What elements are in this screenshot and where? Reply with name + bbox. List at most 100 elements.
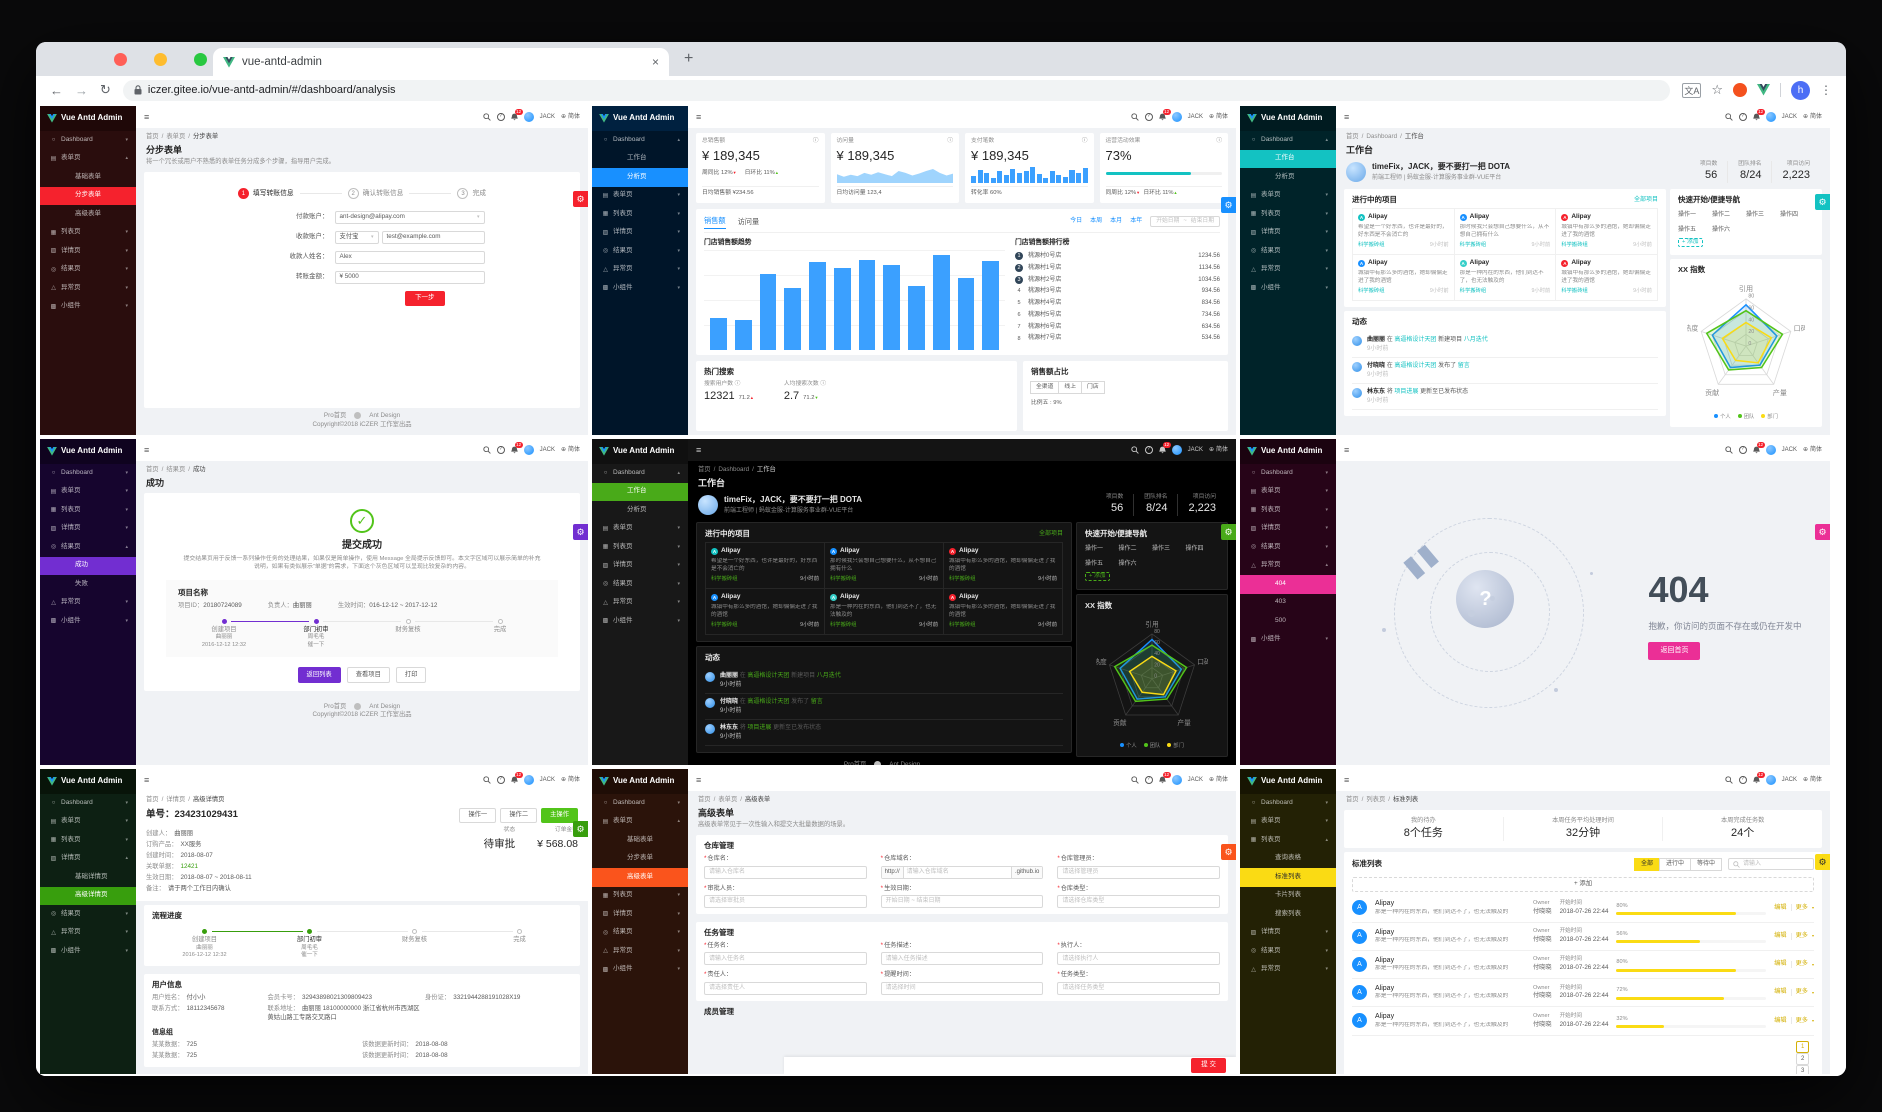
user-avatar[interactable] bbox=[1171, 775, 1182, 785]
add-op-button[interactable]: + 添加 bbox=[1678, 237, 1703, 248]
page-number[interactable]: 3 bbox=[1796, 1064, 1809, 1074]
sidebar-item[interactable]: 搜索列表 bbox=[1240, 905, 1336, 924]
collapse-menu-icon[interactable]: ≡ bbox=[696, 111, 702, 122]
feed-project-link[interactable]: 高逼格设计天团 bbox=[1394, 362, 1437, 369]
team-link[interactable]: 科学搬砖组 bbox=[949, 622, 976, 629]
team-link[interactable]: 科学搬砖组 bbox=[1459, 288, 1487, 295]
sidebar-item[interactable]: ▨ 详情页 ▾ bbox=[592, 905, 688, 924]
task-title[interactable]: Alipay bbox=[1375, 985, 1395, 993]
sidebar-item[interactable]: ▤ 表单页 ▴ bbox=[592, 813, 688, 832]
question-icon[interactable]: ? bbox=[1738, 776, 1747, 784]
info-icon[interactable]: ⓘ bbox=[1216, 138, 1222, 144]
sidebar-item[interactable]: △ 异常页 ▾ bbox=[40, 924, 136, 943]
sidebar-item[interactable]: ▩ 小组件 ▾ bbox=[1240, 279, 1336, 298]
range-today[interactable]: 今日 bbox=[1070, 218, 1083, 225]
project-card[interactable]: A Alipay 那时候我只会想自己想要什么，从不想自己拥有什么 科学搬砖组 9小时… bbox=[825, 543, 944, 590]
language-switcher[interactable]: ⊕ 简体 bbox=[1208, 776, 1228, 783]
team-link[interactable]: 科学搬砖组 bbox=[949, 576, 976, 583]
legend-item[interactable]: 团队 bbox=[1143, 742, 1160, 750]
sidebar-item[interactable]: ▦ 列表页 ▾ bbox=[40, 501, 136, 520]
language-switcher[interactable]: ⊕ 简体 bbox=[1802, 776, 1822, 783]
sidebar-item[interactable]: ▤ 表单页 ▾ bbox=[592, 520, 688, 539]
tab-visits[interactable]: 访问量 bbox=[737, 216, 760, 226]
sidebar-item[interactable]: ▤ 表单页 ▾ bbox=[592, 187, 688, 206]
team-link[interactable]: 科学搬砖组 bbox=[1358, 242, 1385, 249]
info-icon[interactable]: ⓘ bbox=[734, 381, 741, 388]
footer-home-link[interactable]: Pro首页 bbox=[323, 702, 347, 710]
more-link[interactable]: 更多 bbox=[1795, 903, 1808, 911]
sidebar-item[interactable]: ◎ 结果页 ▾ bbox=[592, 242, 688, 261]
range-year[interactable]: 本年 bbox=[1130, 218, 1143, 225]
user-avatar[interactable] bbox=[523, 112, 534, 122]
search-icon[interactable] bbox=[1724, 776, 1733, 784]
sidebar-item[interactable]: 404 bbox=[1240, 575, 1336, 594]
bell-icon[interactable]: 12 bbox=[510, 109, 523, 121]
theme-settings-button[interactable]: ⚙ bbox=[1815, 854, 1830, 870]
tab-close-icon[interactable]: × bbox=[651, 55, 659, 69]
range-month[interactable]: 本月 bbox=[1110, 218, 1123, 225]
sidebar-item[interactable]: ▦ 列表页 ▾ bbox=[40, 224, 136, 243]
feed-object-link[interactable]: 留言 bbox=[810, 698, 823, 705]
sidebar-item[interactable]: △ 异常页 ▾ bbox=[592, 261, 688, 280]
bell-icon[interactable]: 12 bbox=[510, 772, 523, 784]
project-card[interactable]: A Alipay 那时候我只会想自己想要什么，从不想自己拥有什么 科学搬砖组 9小时… bbox=[1454, 209, 1557, 256]
more-link[interactable]: 更多 bbox=[1795, 931, 1808, 939]
quick-op-link[interactable]: 操作六 bbox=[1712, 226, 1731, 233]
user-avatar[interactable] bbox=[1171, 445, 1182, 455]
quick-op-link[interactable]: 操作四 bbox=[1780, 212, 1799, 219]
project-card[interactable]: A Alipay 城镇中有那么多的酒馆，她却偏偏走进了我的酒馆 科学搬砖组 9小时前 bbox=[1556, 209, 1658, 256]
field-control[interactable]: 请选择责任人 bbox=[704, 981, 867, 995]
more-link[interactable]: 更多 bbox=[1795, 1016, 1808, 1024]
app-logo[interactable]: Vue Antd Admin bbox=[40, 769, 136, 794]
quick-op-link[interactable]: 操作四 bbox=[1185, 546, 1204, 553]
action-one-button[interactable]: 操作一 bbox=[459, 807, 497, 823]
sidebar-item[interactable]: ▦ 列表页 ▾ bbox=[40, 831, 136, 850]
search-icon[interactable] bbox=[1724, 113, 1733, 121]
sidebar-item[interactable]: 查询表格 bbox=[1240, 850, 1336, 869]
task-title[interactable]: Alipay bbox=[1375, 956, 1395, 964]
maximize-window-button[interactable] bbox=[194, 53, 207, 66]
sidebar-item[interactable]: △ 异常页 ▾ bbox=[40, 279, 136, 298]
sidebar-item[interactable]: ◎ 结果页 ▾ bbox=[592, 924, 688, 943]
language-switcher[interactable]: ⊕ 简体 bbox=[560, 113, 580, 120]
sidebar-item[interactable]: ▩ 小组件 ▾ bbox=[592, 612, 688, 631]
sidebar-item[interactable]: ◎ 结果页 ▾ bbox=[40, 261, 136, 280]
bell-icon[interactable]: 12 bbox=[1752, 442, 1765, 454]
feed-project-link[interactable]: 项目进展 bbox=[1394, 388, 1419, 395]
sidebar-item[interactable]: ▨ 详情页 ▾ bbox=[40, 520, 136, 539]
team-link[interactable]: 科学搬砖组 bbox=[1561, 242, 1588, 249]
question-icon[interactable]: ? bbox=[1144, 113, 1153, 121]
sidebar-item[interactable]: ▨ 详情页 ▾ bbox=[1240, 520, 1336, 539]
sidebar-item[interactable]: ▤ 表单页 ▾ bbox=[40, 813, 136, 832]
app-logo[interactable]: Vue Antd Admin bbox=[40, 439, 136, 464]
question-icon[interactable]: ? bbox=[1144, 446, 1153, 454]
project-card[interactable]: A Alipay 那是一种内在的东西，他们到达不了，也无法触及的 科学搬砖组 9小时… bbox=[1454, 255, 1557, 302]
bell-icon[interactable]: 12 bbox=[1752, 772, 1765, 784]
sidebar-item[interactable]: ▤ 表单页 ▾ bbox=[1240, 813, 1336, 832]
quick-op-link[interactable]: 操作三 bbox=[1152, 546, 1171, 553]
bell-icon[interactable]: 12 bbox=[1158, 442, 1171, 454]
action-two-button[interactable]: 操作二 bbox=[500, 807, 538, 823]
amount-input[interactable]: ¥ 5000 bbox=[334, 271, 485, 285]
field-control[interactable]: 请选择管理员 bbox=[1057, 865, 1220, 879]
search-icon[interactable] bbox=[1130, 776, 1139, 784]
range-week[interactable]: 本周 bbox=[1090, 218, 1103, 225]
app-logo[interactable]: Vue Antd Admin bbox=[592, 769, 688, 794]
search-icon[interactable] bbox=[1130, 446, 1139, 454]
footer-ant-link[interactable]: Ant Design bbox=[369, 412, 401, 419]
sidebar-item[interactable]: ▤ 表单页 ▾ bbox=[40, 483, 136, 502]
user-avatar[interactable] bbox=[523, 445, 534, 455]
more-link[interactable]: 更多 bbox=[1795, 988, 1808, 996]
collapse-menu-icon[interactable]: ≡ bbox=[144, 444, 150, 455]
quick-op-link[interactable]: 操作三 bbox=[1746, 212, 1765, 219]
back-to-list-button[interactable]: 返回列表 bbox=[297, 667, 341, 683]
sidebar-item[interactable]: 分析页 bbox=[592, 501, 688, 520]
github-icon[interactable] bbox=[354, 411, 362, 419]
sidebar-item[interactable]: 高级表单 bbox=[592, 868, 688, 887]
bookmark-star-icon[interactable]: ☆ bbox=[1711, 82, 1723, 97]
sidebar-item[interactable]: ▩ 小组件 ▾ bbox=[592, 279, 688, 298]
new-tab-button[interactable]: + bbox=[684, 50, 694, 67]
main-action-button[interactable]: 主操作 bbox=[541, 807, 578, 823]
legend-item[interactable]: 部门 bbox=[1167, 742, 1184, 750]
edit-link[interactable]: 编辑 bbox=[1774, 1016, 1787, 1024]
